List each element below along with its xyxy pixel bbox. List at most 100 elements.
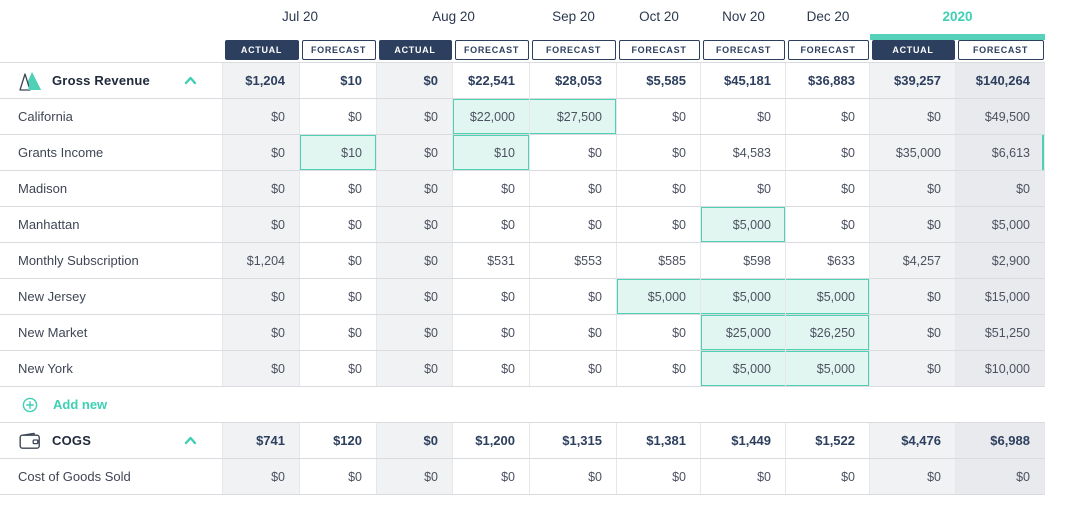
cell-grants-income-jul-forecast[interactable]: $10: [300, 135, 377, 170]
cell-new-jersey-y2020-forecast[interactable]: $15,000: [956, 279, 1045, 314]
cell-new-jersey-jul-actual[interactable]: $0: [223, 279, 300, 314]
cell-monthly-subscription-aug-actual[interactable]: $0: [377, 243, 453, 278]
row-label-cell-gross-revenue[interactable]: Gross Revenue: [0, 63, 223, 98]
cell-california-aug-forecast[interactable]: $22,000: [453, 99, 530, 134]
collapse-chevron-button[interactable]: [182, 73, 198, 89]
row-label-cell-manhattan[interactable]: Manhattan: [0, 207, 223, 242]
row-label-cell-madison[interactable]: Madison: [0, 171, 223, 206]
cell-monthly-subscription-aug-forecast[interactable]: $531: [453, 243, 530, 278]
row-label-cell-new-jersey[interactable]: New Jersey: [0, 279, 223, 314]
cell-new-york-y2020-forecast[interactable]: $10,000: [956, 351, 1045, 386]
cell-manhattan-dec-forecast[interactable]: $0: [786, 207, 870, 242]
row-label-cell-grants-income[interactable]: Grants Income: [0, 135, 223, 170]
row-label-cell-cost-of-goods-sold[interactable]: Cost of Goods Sold: [0, 459, 223, 494]
cell-new-market-jul-forecast[interactable]: $0: [300, 315, 377, 350]
cell-new-jersey-aug-forecast[interactable]: $0: [453, 279, 530, 314]
cell-grants-income-sep-forecast[interactable]: $0: [530, 135, 617, 170]
cell-new-york-nov-forecast[interactable]: $5,000: [701, 351, 786, 386]
cell-california-dec-forecast[interactable]: $0: [786, 99, 870, 134]
cell-grants-income-nov-forecast[interactable]: $4,583: [701, 135, 786, 170]
cell-new-jersey-y2020-actual[interactable]: $0: [870, 279, 956, 314]
cell-new-market-aug-forecast[interactable]: $0: [453, 315, 530, 350]
row-label-cell-new-market[interactable]: New Market: [0, 315, 223, 350]
cell-madison-jul-actual[interactable]: $0: [223, 171, 300, 206]
cell-new-market-dec-forecast[interactable]: $26,250: [786, 315, 870, 350]
collapse-chevron-button[interactable]: [182, 433, 198, 449]
cell-manhattan-y2020-actual[interactable]: $0: [870, 207, 956, 242]
cell-california-nov-forecast[interactable]: $0: [701, 99, 786, 134]
cell-monthly-subscription-nov-forecast[interactable]: $598: [701, 243, 786, 278]
cell-new-york-jul-forecast[interactable]: $0: [300, 351, 377, 386]
cell-new-market-y2020-forecast[interactable]: $51,250: [956, 315, 1045, 350]
cell-new-york-oct-forecast[interactable]: $0: [617, 351, 701, 386]
cell-new-jersey-jul-forecast[interactable]: $0: [300, 279, 377, 314]
cell-california-y2020-actual[interactable]: $0: [870, 99, 956, 134]
cell-cost-of-goods-sold-jul-actual[interactable]: $0: [223, 459, 300, 494]
cell-madison-sep-forecast[interactable]: $0: [530, 171, 617, 206]
cell-monthly-subscription-jul-forecast[interactable]: $0: [300, 243, 377, 278]
cell-monthly-subscription-y2020-actual[interactable]: $4,257: [870, 243, 956, 278]
cell-madison-nov-forecast[interactable]: $0: [701, 171, 786, 206]
cell-new-jersey-nov-forecast[interactable]: $5,000: [701, 279, 786, 314]
cell-new-jersey-oct-forecast[interactable]: $5,000: [617, 279, 701, 314]
cell-madison-oct-forecast[interactable]: $0: [617, 171, 701, 206]
cell-cost-of-goods-sold-jul-forecast[interactable]: $0: [300, 459, 377, 494]
cell-madison-aug-forecast[interactable]: $0: [453, 171, 530, 206]
row-label-cell-cogs[interactable]: COGS: [0, 423, 223, 458]
cell-california-aug-actual[interactable]: $0: [377, 99, 453, 134]
cell-california-sep-forecast[interactable]: $27,500: [530, 99, 617, 134]
cell-manhattan-sep-forecast[interactable]: $0: [530, 207, 617, 242]
cell-madison-dec-forecast[interactable]: $0: [786, 171, 870, 206]
cell-cost-of-goods-sold-oct-forecast[interactable]: $0: [617, 459, 701, 494]
cell-new-market-oct-forecast[interactable]: $0: [617, 315, 701, 350]
cell-california-jul-actual[interactable]: $0: [223, 99, 300, 134]
cell-manhattan-oct-forecast[interactable]: $0: [617, 207, 701, 242]
cell-new-york-y2020-actual[interactable]: $0: [870, 351, 956, 386]
cell-new-jersey-dec-forecast[interactable]: $5,000: [786, 279, 870, 314]
cell-new-jersey-sep-forecast[interactable]: $0: [530, 279, 617, 314]
cell-manhattan-jul-forecast[interactable]: $0: [300, 207, 377, 242]
cell-monthly-subscription-dec-forecast[interactable]: $633: [786, 243, 870, 278]
cell-manhattan-aug-actual[interactable]: $0: [377, 207, 453, 242]
cell-cost-of-goods-sold-y2020-actual[interactable]: $0: [870, 459, 956, 494]
cell-california-jul-forecast[interactable]: $0: [300, 99, 377, 134]
cell-new-market-y2020-actual[interactable]: $0: [870, 315, 956, 350]
cell-new-market-sep-forecast[interactable]: $0: [530, 315, 617, 350]
cell-grants-income-jul-actual[interactable]: $0: [223, 135, 300, 170]
cell-grants-income-oct-forecast[interactable]: $0: [617, 135, 701, 170]
row-label-cell-monthly-subscription[interactable]: Monthly Subscription: [0, 243, 223, 278]
cell-new-york-dec-forecast[interactable]: $5,000: [786, 351, 870, 386]
cell-new-market-aug-actual[interactable]: $0: [377, 315, 453, 350]
cell-cost-of-goods-sold-aug-actual[interactable]: $0: [377, 459, 453, 494]
cell-new-york-jul-actual[interactable]: $0: [223, 351, 300, 386]
cell-monthly-subscription-sep-forecast[interactable]: $553: [530, 243, 617, 278]
cell-new-market-jul-actual[interactable]: $0: [223, 315, 300, 350]
cell-grants-income-y2020-actual[interactable]: $35,000: [870, 135, 956, 170]
cell-monthly-subscription-oct-forecast[interactable]: $585: [617, 243, 701, 278]
cell-cost-of-goods-sold-aug-forecast[interactable]: $0: [453, 459, 530, 494]
cell-cost-of-goods-sold-sep-forecast[interactable]: $0: [530, 459, 617, 494]
cell-madison-y2020-forecast[interactable]: $0: [956, 171, 1045, 206]
cell-manhattan-aug-forecast[interactable]: $0: [453, 207, 530, 242]
cell-california-oct-forecast[interactable]: $0: [617, 99, 701, 134]
add-new-button[interactable]: Add new: [0, 387, 1045, 422]
cell-new-market-nov-forecast[interactable]: $25,000: [701, 315, 786, 350]
cell-manhattan-jul-actual[interactable]: $0: [223, 207, 300, 242]
cell-manhattan-y2020-forecast[interactable]: $5,000: [956, 207, 1045, 242]
row-label-cell-new-york[interactable]: New York: [0, 351, 223, 386]
cell-madison-aug-actual[interactable]: $0: [377, 171, 453, 206]
cell-monthly-subscription-y2020-forecast[interactable]: $2,900: [956, 243, 1045, 278]
cell-grants-income-y2020-forecast[interactable]: $6,613: [956, 135, 1045, 170]
cell-manhattan-nov-forecast[interactable]: $5,000: [701, 207, 786, 242]
cell-madison-y2020-actual[interactable]: $0: [870, 171, 956, 206]
cell-cost-of-goods-sold-y2020-forecast[interactable]: $0: [956, 459, 1045, 494]
cell-grants-income-aug-actual[interactable]: $0: [377, 135, 453, 170]
row-label-cell-california[interactable]: California: [0, 99, 223, 134]
cell-madison-jul-forecast[interactable]: $0: [300, 171, 377, 206]
cell-cost-of-goods-sold-nov-forecast[interactable]: $0: [701, 459, 786, 494]
cell-new-york-aug-actual[interactable]: $0: [377, 351, 453, 386]
cell-cost-of-goods-sold-dec-forecast[interactable]: $0: [786, 459, 870, 494]
cell-grants-income-dec-forecast[interactable]: $0: [786, 135, 870, 170]
cell-new-york-aug-forecast[interactable]: $0: [453, 351, 530, 386]
cell-monthly-subscription-jul-actual[interactable]: $1,204: [223, 243, 300, 278]
